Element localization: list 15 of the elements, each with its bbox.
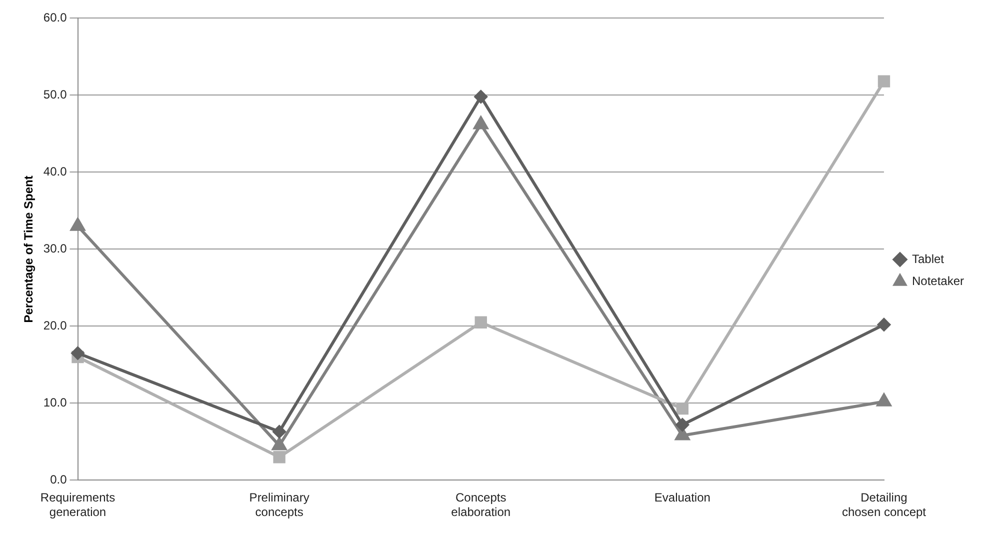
y-tick-label: 40.0: [43, 164, 68, 179]
y-tick-label: 50.0: [43, 88, 68, 102]
y-tick-label: 0.0: [50, 472, 68, 487]
y-tick-label: 10.0: [43, 396, 68, 410]
y-tick-label: 20.0: [43, 318, 68, 333]
x-tick-label: Evaluation: [654, 490, 710, 505]
x-tick-label: Requirements generation: [40, 490, 116, 520]
x-tick-label: Preliminary concepts: [249, 490, 310, 520]
y-tick-label: 60.0: [43, 10, 68, 25]
x-tick-label: Detailing chosen concept: [842, 490, 927, 520]
x-tick-label: Concepts elaboration: [451, 490, 511, 520]
y-axis-title: Percentage of Time Spent: [22, 176, 36, 323]
legend-label: Tablet: [912, 252, 945, 266]
y-tick-label: 30.0: [43, 242, 68, 256]
legend-label: Notetaker: [912, 274, 964, 288]
